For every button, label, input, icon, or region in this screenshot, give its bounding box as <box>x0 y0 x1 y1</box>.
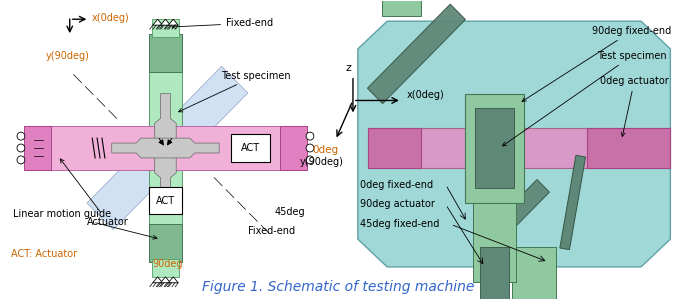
Text: 0deg: 0deg <box>312 145 338 155</box>
Bar <box>368 128 422 168</box>
Polygon shape <box>161 277 170 283</box>
Circle shape <box>17 156 25 164</box>
Circle shape <box>306 144 314 152</box>
Text: Linear motion guide: Linear motion guide <box>13 209 157 239</box>
Bar <box>587 128 671 168</box>
Bar <box>382 0 422 16</box>
Polygon shape <box>367 4 466 103</box>
Text: 90deg fixed-end: 90deg fixed-end <box>522 26 671 101</box>
Text: Actuator: Actuator <box>60 159 129 227</box>
Text: x(0deg): x(0deg) <box>406 91 444 100</box>
Text: 0deg fixed-end: 0deg fixed-end <box>359 180 433 190</box>
Bar <box>512 247 556 300</box>
Text: y(90deg): y(90deg) <box>46 51 89 61</box>
Bar <box>465 94 524 202</box>
Text: Figure 1. Schematic of testing machine: Figure 1. Schematic of testing machine <box>202 280 475 294</box>
Text: 0deg actuator: 0deg actuator <box>600 76 669 136</box>
Bar <box>149 34 182 72</box>
Text: Test specimen: Test specimen <box>502 51 667 146</box>
Text: x(0deg): x(0deg) <box>91 13 129 23</box>
Polygon shape <box>358 21 671 267</box>
Polygon shape <box>155 94 176 202</box>
Polygon shape <box>152 277 163 283</box>
Text: ACT: Actuator: ACT: Actuator <box>11 249 77 259</box>
Text: Test specimen: Test specimen <box>179 71 290 112</box>
Bar <box>149 224 182 262</box>
Text: 90deg: 90deg <box>152 259 183 269</box>
Text: 45deg: 45deg <box>275 207 306 218</box>
Text: 45deg actuator: 45deg actuator <box>0 299 1 300</box>
Bar <box>149 34 182 262</box>
Polygon shape <box>112 138 219 158</box>
Circle shape <box>306 132 314 140</box>
Text: ACT: ACT <box>241 143 260 153</box>
Polygon shape <box>152 19 163 25</box>
Circle shape <box>306 156 314 164</box>
Bar <box>24 126 307 170</box>
Bar <box>473 202 516 282</box>
Text: 45deg fixed-end: 45deg fixed-end <box>359 219 439 229</box>
Bar <box>475 108 514 188</box>
Bar <box>152 259 179 277</box>
Polygon shape <box>161 19 170 25</box>
Bar <box>480 247 509 300</box>
Text: Fixed-end: Fixed-end <box>172 18 273 29</box>
Circle shape <box>17 144 25 152</box>
Bar <box>279 126 307 170</box>
Polygon shape <box>168 277 178 283</box>
Polygon shape <box>560 155 586 250</box>
FancyBboxPatch shape <box>149 187 182 214</box>
Bar <box>24 126 51 170</box>
Text: ACT: ACT <box>156 196 175 206</box>
Bar <box>152 19 179 37</box>
Text: z: z <box>345 63 351 73</box>
Text: Fixed-end: Fixed-end <box>248 226 295 236</box>
Polygon shape <box>87 66 248 230</box>
FancyBboxPatch shape <box>231 134 270 162</box>
Polygon shape <box>475 179 549 255</box>
Bar <box>368 128 671 168</box>
Circle shape <box>17 132 25 140</box>
Text: y(90deg): y(90deg) <box>299 157 343 167</box>
Polygon shape <box>168 19 178 25</box>
Text: 90deg actuator: 90deg actuator <box>359 200 435 209</box>
